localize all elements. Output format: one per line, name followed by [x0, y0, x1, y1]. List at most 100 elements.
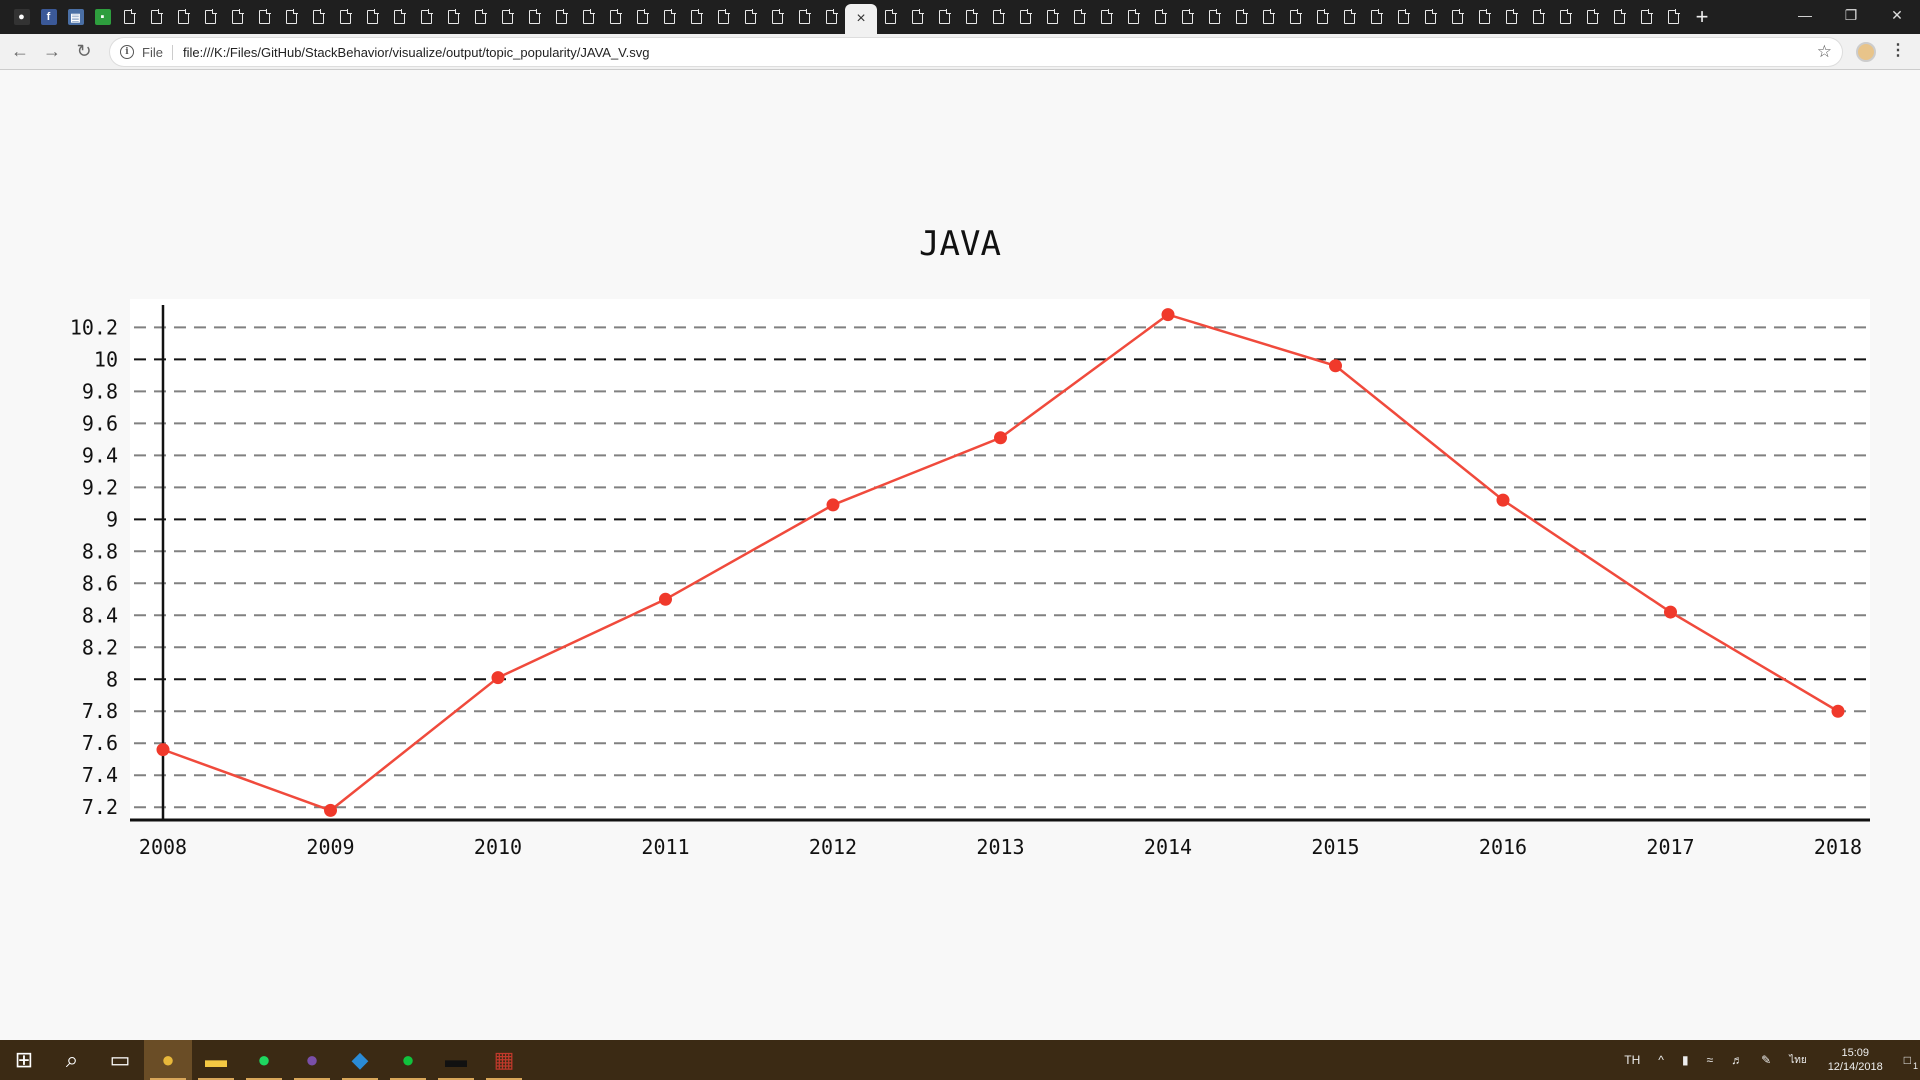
browser-tab[interactable]: [116, 0, 143, 34]
back-button[interactable]: ←: [11, 41, 29, 61]
browser-tab[interactable]: [359, 0, 386, 34]
browser-tab[interactable]: [1282, 0, 1309, 34]
browser-tab[interactable]: [224, 0, 251, 34]
browser-tab[interactable]: [931, 0, 958, 34]
browser-tab[interactable]: [791, 0, 818, 34]
reload-button[interactable]: ↻: [76, 41, 92, 61]
browser-tab[interactable]: [683, 0, 710, 34]
browser-tab[interactable]: [958, 0, 985, 34]
profile-avatar[interactable]: [1856, 42, 1876, 62]
browser-tab[interactable]: [548, 0, 575, 34]
browser-tab[interactable]: [1147, 0, 1174, 34]
restore-button[interactable]: ❐: [1844, 6, 1858, 23]
browser-tab[interactable]: [737, 0, 764, 34]
address-bar[interactable]: i File file:///K:/Files/GitHub/StackBeha…: [110, 38, 1842, 66]
wifi-icon[interactable]: ≈: [1706, 1053, 1714, 1067]
taskbar-button[interactable]: ●: [144, 1040, 192, 1080]
browser-tab[interactable]: [1552, 0, 1579, 34]
browser-tab[interactable]: [170, 0, 197, 34]
active-browser-tab[interactable]: ×: [845, 4, 877, 34]
browser-tab[interactable]: [413, 0, 440, 34]
browser-tab[interactable]: [1336, 0, 1363, 34]
clock[interactable]: 15:09 12/14/2018: [1816, 1046, 1895, 1074]
browser-tab[interactable]: [904, 0, 931, 34]
browser-tab[interactable]: [1579, 0, 1606, 34]
browser-tab[interactable]: [521, 0, 548, 34]
browser-tab[interactable]: [494, 0, 521, 34]
taskbar-button[interactable]: ◆: [336, 1040, 384, 1080]
browser-tab[interactable]: [1066, 0, 1093, 34]
browser-tab[interactable]: [1174, 0, 1201, 34]
browser-tab[interactable]: [1201, 0, 1228, 34]
browser-tab[interactable]: ●: [8, 0, 35, 34]
browser-tab[interactable]: [278, 0, 305, 34]
notification-center-icon[interactable]: □ 1: [1903, 1053, 1918, 1071]
line-icon: ●: [401, 1047, 415, 1072]
info-icon[interactable]: i: [120, 45, 134, 59]
browser-tab[interactable]: [440, 0, 467, 34]
language-indicator[interactable]: TH: [1624, 1053, 1641, 1067]
browser-tab[interactable]: [1228, 0, 1255, 34]
browser-tab[interactable]: [1498, 0, 1525, 34]
browser-tab[interactable]: [386, 0, 413, 34]
browser-tab[interactable]: [1309, 0, 1336, 34]
bookmark-star-icon[interactable]: ☆: [1816, 42, 1832, 61]
browser-tab[interactable]: [197, 0, 224, 34]
document-icon: [1182, 9, 1194, 24]
close-tab-icon[interactable]: ×: [856, 10, 866, 27]
browser-tab[interactable]: [1012, 0, 1039, 34]
browser-tab[interactable]: [332, 0, 359, 34]
taskbar-button[interactable]: ⌕: [48, 1040, 96, 1080]
browser-tab[interactable]: [305, 0, 332, 34]
pen-icon[interactable]: ✎: [1761, 1053, 1772, 1067]
browser-tab[interactable]: [1093, 0, 1120, 34]
browser-tab[interactable]: [602, 0, 629, 34]
taskbar-button[interactable]: ⊞: [0, 1040, 48, 1080]
browser-tab[interactable]: [1444, 0, 1471, 34]
browser-tab[interactable]: [467, 0, 494, 34]
browser-tab[interactable]: [985, 0, 1012, 34]
browser-tab[interactable]: [1363, 0, 1390, 34]
browser-tab[interactable]: [1471, 0, 1498, 34]
tray-chevron-icon[interactable]: ^: [1658, 1053, 1664, 1067]
browser-tab[interactable]: [143, 0, 170, 34]
taskbar-button[interactable]: ●: [288, 1040, 336, 1080]
browser-tab[interactable]: [1039, 0, 1066, 34]
taskbar-button[interactable]: ▬: [432, 1040, 480, 1080]
browser-tab[interactable]: [1390, 0, 1417, 34]
taskbar-button[interactable]: ●: [384, 1040, 432, 1080]
taskbar-button[interactable]: ▦: [480, 1040, 528, 1080]
battery-icon[interactable]: ▮: [1681, 1053, 1689, 1067]
browser-tab[interactable]: [877, 0, 904, 34]
taskbar-button[interactable]: ●: [240, 1040, 288, 1080]
forward-button[interactable]: →: [43, 41, 61, 61]
browser-tab[interactable]: [1633, 0, 1660, 34]
browser-tab[interactable]: [1525, 0, 1552, 34]
browser-tab[interactable]: [656, 0, 683, 34]
browser-tab[interactable]: [251, 0, 278, 34]
taskbar-button[interactable]: ▭: [96, 1040, 144, 1080]
browser-tab[interactable]: [710, 0, 737, 34]
browser-tab[interactable]: f: [35, 0, 62, 34]
close-window-button[interactable]: ✕: [1891, 6, 1903, 23]
browser-tab[interactable]: [575, 0, 602, 34]
url-text[interactable]: file:///K:/Files/GitHub/StackBehavior/vi…: [182, 44, 650, 60]
browser-tab[interactable]: [1255, 0, 1282, 34]
document-icon: [799, 9, 811, 24]
new-tab-button[interactable]: +: [1695, 4, 1709, 29]
taskbar-button[interactable]: ▬: [192, 1040, 240, 1080]
menu-icon[interactable]: ⋮: [1890, 42, 1906, 59]
input-mode-indicator[interactable]: ไทย: [1789, 1054, 1807, 1066]
browser-tab[interactable]: ▪: [89, 0, 116, 34]
browser-tab[interactable]: [629, 0, 656, 34]
browser-tab[interactable]: [818, 0, 845, 34]
x-tick-label: 2013: [976, 835, 1024, 859]
volume-icon[interactable]: ♬: [1731, 1053, 1744, 1067]
browser-tab[interactable]: [764, 0, 791, 34]
browser-tab[interactable]: [1660, 0, 1687, 34]
browser-tab[interactable]: [1120, 0, 1147, 34]
browser-tab[interactable]: ▤: [62, 0, 89, 34]
browser-tab[interactable]: [1417, 0, 1444, 34]
browser-tab[interactable]: [1606, 0, 1633, 34]
minimize-button[interactable]: —: [1798, 7, 1812, 23]
